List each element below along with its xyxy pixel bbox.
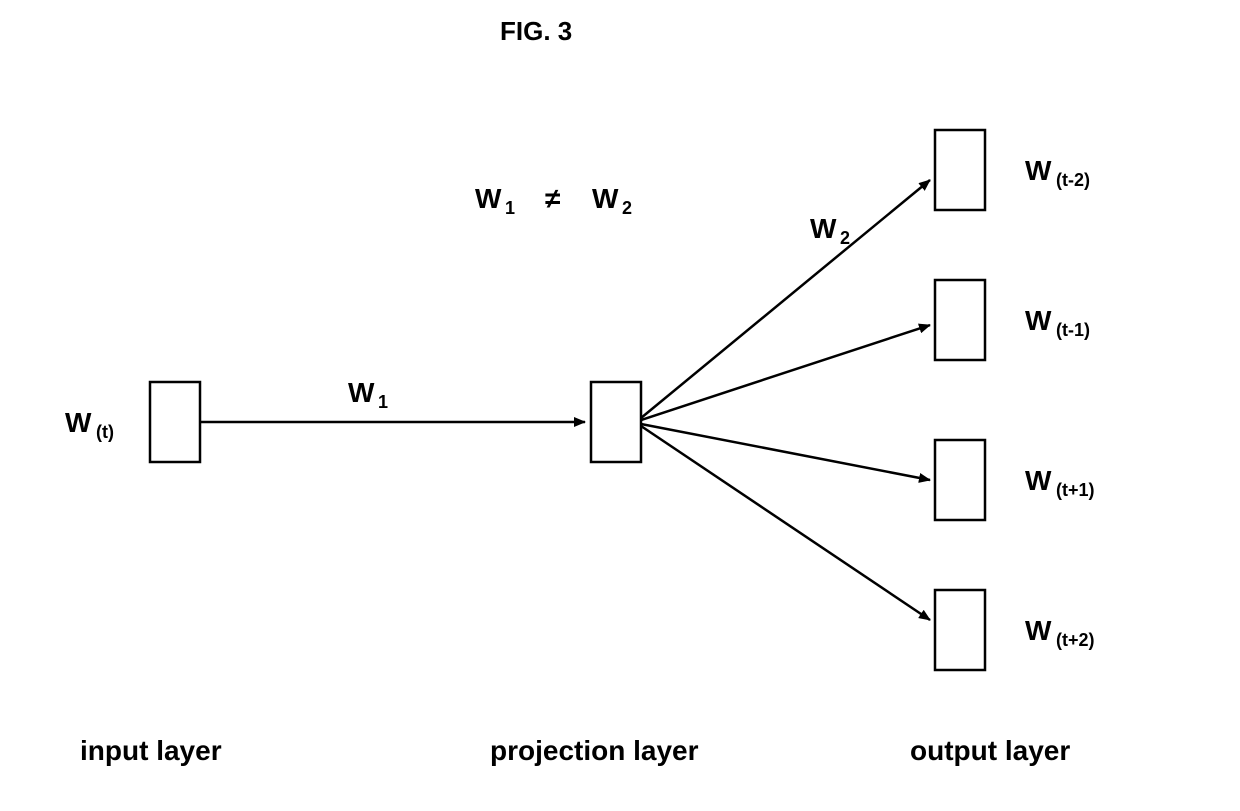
edge-projection-out2	[641, 424, 930, 480]
output-node-0-label-main: W	[1025, 155, 1052, 186]
input-node: W (t)	[65, 382, 200, 462]
output-node-2: W (t+1)	[935, 440, 1095, 520]
output-node-0: W (t-2)	[935, 130, 1090, 210]
edge-label-w2: W 2	[810, 213, 850, 248]
output-node-3-label-main: W	[1025, 615, 1052, 646]
skipgram-diagram: FIG. 3 W 1 ≠ W 2 W (t) W (t-2) W (t-1) W…	[0, 0, 1240, 811]
output-node-3-label-sub: (t+2)	[1056, 630, 1095, 650]
edge-label-w1: W 1	[348, 377, 388, 412]
output-node-1-label-main: W	[1025, 305, 1052, 336]
svg-text:W: W	[475, 183, 502, 214]
output-node-2-label-main: W	[1025, 465, 1052, 496]
svg-text:1: 1	[378, 392, 388, 412]
output-node-2-label-sub: (t+1)	[1056, 480, 1095, 500]
inequality-annotation: W 1 ≠ W 2	[475, 183, 632, 218]
input-node-label-sub: (t)	[96, 422, 114, 442]
svg-text:2: 2	[840, 228, 850, 248]
output-node-3: W (t+2)	[935, 590, 1095, 670]
projection-node	[591, 382, 641, 462]
edge-projection-out1	[641, 325, 930, 420]
output-node-1: W (t-1)	[935, 280, 1090, 360]
projection-layer-label: projection layer	[490, 735, 699, 766]
svg-text:W: W	[810, 213, 837, 244]
output-node-1-label-sub: (t-1)	[1056, 320, 1090, 340]
svg-text:2: 2	[622, 198, 632, 218]
input-layer-label: input layer	[80, 735, 222, 766]
edge-projection-out0	[641, 180, 930, 418]
figure-title: FIG. 3	[500, 16, 572, 46]
output-layer-label: output layer	[910, 735, 1070, 766]
input-node-label-main: W	[65, 407, 92, 438]
svg-text:W: W	[348, 377, 375, 408]
edge-projection-out3	[641, 426, 930, 620]
svg-text:W: W	[592, 183, 619, 214]
output-node-0-label-sub: (t-2)	[1056, 170, 1090, 190]
svg-text:≠: ≠	[545, 183, 560, 214]
svg-text:1: 1	[505, 198, 515, 218]
